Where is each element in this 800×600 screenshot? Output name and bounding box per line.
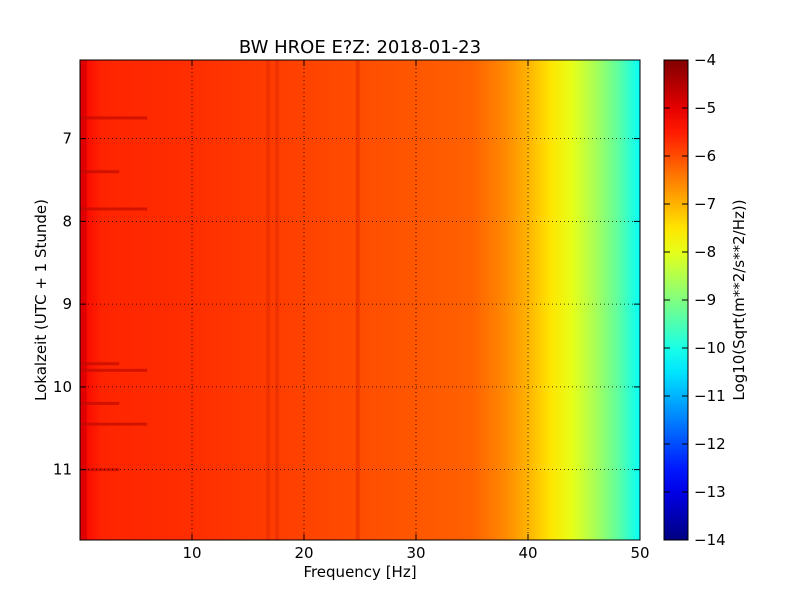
y-tick-label: 7 bbox=[62, 130, 72, 148]
x-tick-label: 40 bbox=[518, 544, 537, 562]
colorbar-tick-label: −6 bbox=[694, 147, 716, 165]
frequency-band bbox=[275, 60, 280, 540]
colorbar-tick-label: −9 bbox=[694, 291, 716, 309]
x-tick-label: 50 bbox=[630, 544, 649, 562]
y-axis-label: Lokalzeit (UTC + 1 Stunde) bbox=[32, 199, 50, 401]
colorbar-tick-label: −10 bbox=[694, 339, 726, 357]
time-event-streak bbox=[80, 207, 148, 211]
frequency-band bbox=[266, 60, 271, 540]
y-axis-ticks: 7 8 9 10 11 bbox=[53, 130, 640, 479]
colorbar-tick-label: −4 bbox=[694, 51, 716, 69]
x-tick-label: 10 bbox=[182, 544, 201, 562]
y-tick-label: 8 bbox=[62, 212, 72, 230]
time-event-streak bbox=[80, 116, 148, 120]
y-tick-label: 9 bbox=[62, 295, 72, 313]
chart-title: BW HROE E?Z: 2018-01-23 bbox=[239, 37, 481, 58]
heatmap-base bbox=[80, 60, 640, 540]
colorbar-tick-label: −14 bbox=[694, 531, 726, 549]
time-event-streak bbox=[80, 362, 120, 366]
colorbar-tick-label: −7 bbox=[694, 195, 716, 213]
time-event-streak bbox=[80, 368, 148, 372]
colorbar-tick-label: −13 bbox=[694, 483, 726, 501]
colorbar-tick-label: −11 bbox=[694, 387, 726, 405]
y-tick-label: 11 bbox=[53, 461, 72, 479]
x-tick-label: 20 bbox=[294, 544, 313, 562]
heatmap-time-events bbox=[80, 116, 148, 472]
y-tick-label: 10 bbox=[53, 378, 72, 396]
frequency-band bbox=[355, 60, 360, 540]
plot-frame bbox=[79, 59, 641, 541]
low-frequency-band bbox=[80, 60, 87, 540]
x-tick-label: 30 bbox=[406, 544, 425, 562]
x-axis-label: Frequency [Hz] bbox=[303, 563, 416, 581]
colorbar-tick-label: −8 bbox=[694, 243, 716, 261]
colorbar-ticks: −4 −5 −6 −7 −8 −9 −10 −11 −12 −13 −14 bbox=[664, 51, 726, 549]
colorbar-label: Log10(Sqrt(m**2/s**2/Hz)) bbox=[730, 199, 748, 400]
x-axis-ticks: 10 20 30 40 50 bbox=[182, 60, 650, 562]
time-event-streak bbox=[80, 170, 120, 174]
time-event-streak bbox=[80, 468, 120, 472]
time-event-streak bbox=[80, 401, 120, 405]
heatmap-frequency-bands bbox=[80, 60, 360, 540]
time-event-streak bbox=[80, 422, 148, 426]
colorbar-tick-label: −5 bbox=[694, 99, 716, 117]
heatmap-area bbox=[80, 60, 640, 540]
colorbar-tick-label: −12 bbox=[694, 435, 726, 453]
grid-lines bbox=[80, 60, 640, 540]
